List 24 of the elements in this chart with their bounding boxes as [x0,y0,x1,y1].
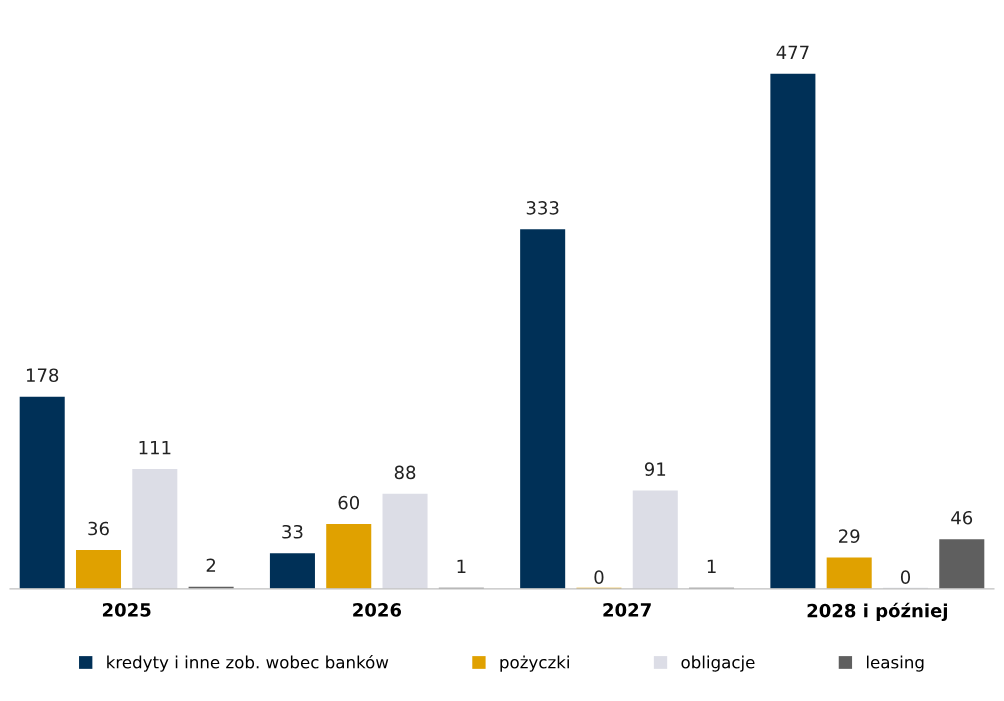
data-label: 33 [282,524,303,539]
data-label: 60 [338,495,360,510]
data-label: 333 [526,201,559,215]
data-label: 91 [644,462,666,476]
data-label: 111 [139,440,171,455]
data-label: 0 [900,570,911,584]
legend-label: pożyczki [500,655,569,672]
data-label: 36 [88,521,109,536]
data-label: 2 [206,558,216,572]
data-label: 1 [707,559,716,573]
x-tick-label: 2027 [603,603,651,617]
data-label: 477 [776,45,809,59]
data-label: 46 [951,510,973,525]
data-label: 0 [594,570,604,584]
x-tick-label: 2028 i później [807,602,947,622]
legend-label: kredyty i inne zob. wobec banków [107,654,389,672]
legend-label: obligacje [681,655,755,672]
data-label: 1 [457,559,466,573]
x-tick-label: 2026 [353,603,402,617]
data-label: 178 [26,368,59,383]
x-tick-label: 2025 [102,603,151,617]
data-label: 88 [394,465,416,480]
legend-label: leasing [866,655,924,672]
data-label: 29 [839,529,860,543]
